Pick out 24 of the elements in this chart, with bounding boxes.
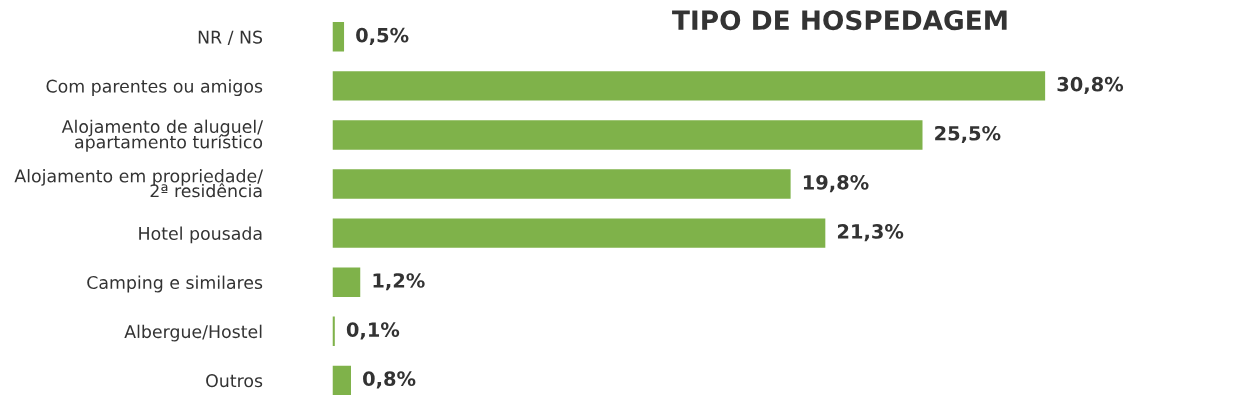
y-tick-label: Albergue/Hostel [124, 324, 262, 342]
bar [332, 169, 791, 199]
data-label: 30,8% [1057, 76, 1124, 95]
bar [332, 22, 345, 52]
bar [332, 71, 1046, 101]
data-label: 0,8% [363, 371, 416, 389]
data-label: 1,2% [373, 273, 425, 291]
bar [332, 267, 361, 297]
bar [332, 120, 923, 150]
data-label: 21,3% [837, 224, 904, 242]
data-label: 19,8% [803, 174, 869, 193]
chart-title: TIPO DE HOSPEDAGEM [672, 10, 1007, 31]
y-tick-label: Outros [206, 374, 263, 388]
y-tick-label: Hotel pousada [139, 226, 262, 244]
data-label: 0,5% [356, 27, 409, 45]
y-tick-label: Com parentes ou amigos [46, 79, 263, 97]
y-tick-label: NR / NS [198, 30, 263, 46]
y-tick-label: Alojamento de aluguel/ apartamento turístico [61, 119, 264, 152]
bar [332, 218, 826, 248]
y-tick-label: Alojamento em propriedade/ 2ª residência [14, 169, 264, 198]
y-tick-label: Camping e similares [87, 275, 263, 293]
data-label: 0,1% [346, 322, 400, 340]
bar [332, 365, 351, 396]
data-label: 25,5% [935, 125, 1001, 144]
